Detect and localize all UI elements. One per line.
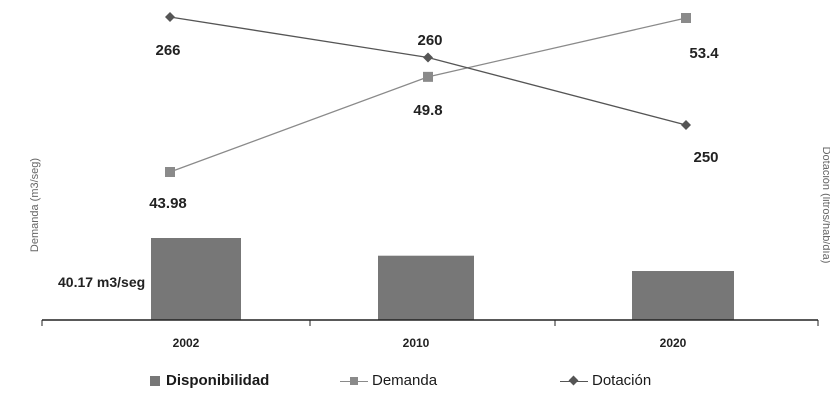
legend-swatch-demanda — [340, 376, 368, 386]
legend-item-dotacion: Dotación — [560, 372, 651, 389]
labels-group: 43.98 49.8 53.4 266 260 250 40.17 m3/seg — [58, 32, 719, 290]
demanda-data-label-2010: 49.8 — [413, 102, 442, 119]
legend-item-demanda: Demanda — [340, 372, 437, 389]
legend-swatch-dotacion — [560, 375, 588, 386]
bar-2020 — [632, 271, 734, 320]
lines-group — [165, 12, 691, 177]
x-tick-label-2010: 2010 — [403, 336, 430, 350]
dotacion-point-2010 — [423, 52, 433, 63]
legend-swatch-disponibilidad — [150, 375, 160, 386]
bars-group — [151, 238, 734, 320]
legend-label-dotacion: Dotación — [592, 372, 652, 389]
disponibilidad-data-label-2002: 40.17 m3/seg — [58, 274, 145, 290]
legend: Disponibilidad Demanda Dotación — [150, 372, 750, 394]
bar-2002 — [151, 238, 241, 320]
y-axis-left-title: Demanda (m3/seg) — [29, 158, 41, 252]
dotacion-point-2002 — [165, 12, 175, 22]
y-axis-right-title: Dotación (litros/hab/día) — [820, 147, 830, 264]
x-axis: 2002 2010 2020 — [41, 319, 819, 350]
demanda-data-label-2020: 53.4 — [689, 45, 719, 62]
dotacion-data-label-2002: 266 — [155, 42, 180, 59]
legend-label-disponibilidad: Disponibilidad — [166, 372, 270, 389]
demanda-point-2002 — [165, 167, 175, 177]
demanda-point-2020 — [681, 13, 691, 23]
demanda-data-label-2002: 43.98 — [149, 195, 187, 212]
legend-label-demanda: Demanda — [372, 372, 438, 389]
x-tick-label-2002: 2002 — [173, 336, 200, 350]
demanda-point-2010 — [423, 71, 433, 82]
bar-2010 — [378, 255, 474, 320]
dotacion-data-label-2020: 250 — [693, 149, 718, 166]
legend-item-disponibilidad: Disponibilidad — [150, 372, 269, 389]
dotacion-point-2020 — [681, 120, 691, 130]
x-tick-label-2020: 2020 — [660, 336, 687, 350]
dotacion-data-label-2010: 260 — [417, 32, 442, 49]
